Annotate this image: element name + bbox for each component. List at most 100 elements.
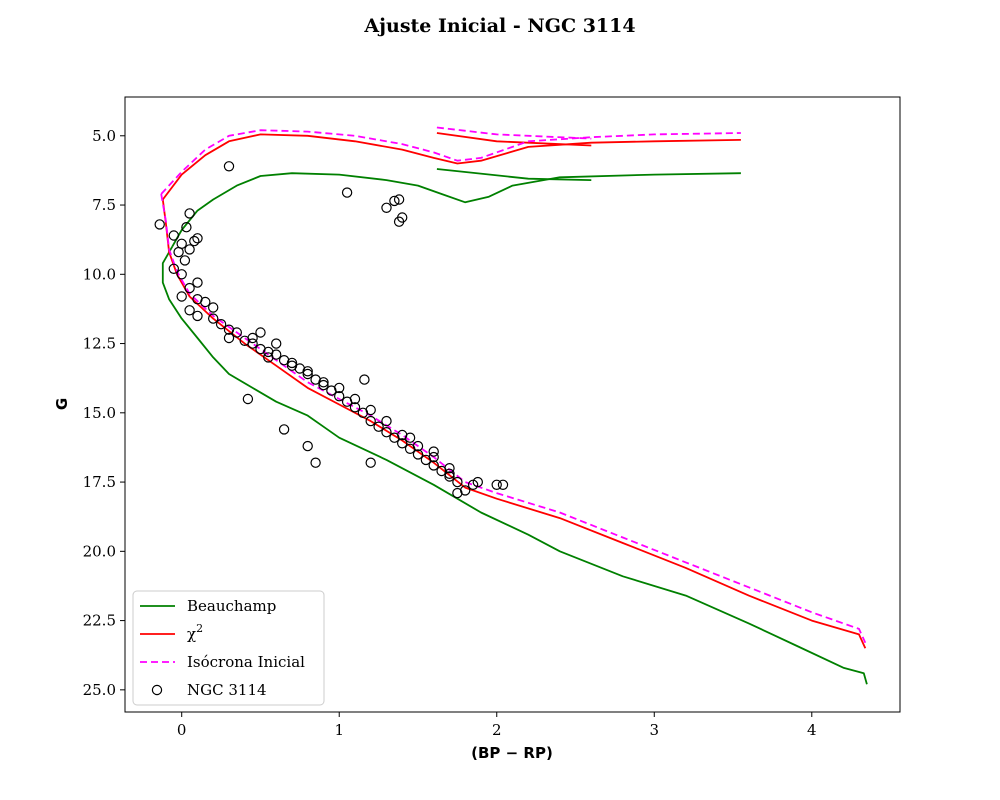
data-point	[318, 379, 329, 391]
data-point	[168, 230, 179, 241]
data-point	[472, 476, 483, 488]
data-point	[444, 468, 455, 479]
y-tick-label: 22.5	[83, 612, 116, 630]
data-point	[184, 282, 195, 294]
data-point	[215, 319, 227, 330]
y-tick-label: 25.0	[83, 681, 116, 699]
data-point	[302, 366, 313, 377]
legend-swatch-ngc-3114	[151, 684, 163, 696]
y-tick-label: 15.0	[83, 404, 116, 422]
data-point	[381, 427, 392, 438]
data-point	[412, 440, 424, 452]
legend: Beauchamp χ2 Isócrona Inicial NGC 3114	[132, 590, 325, 706]
data-point	[200, 296, 211, 308]
series-line-chi2-0	[161, 199, 867, 649]
data-point	[365, 415, 376, 427]
series-line-chi2-2	[436, 132, 592, 147]
data-point	[184, 244, 195, 255]
plot-frame	[124, 96, 901, 713]
data-point	[179, 255, 191, 266]
data-point	[393, 216, 405, 227]
data-point	[365, 404, 376, 416]
data-point	[181, 221, 192, 233]
data-point	[318, 377, 329, 388]
data-point	[302, 368, 313, 380]
y-tick-label: 12.5	[83, 335, 116, 353]
data-point	[223, 332, 235, 344]
data-point	[428, 451, 439, 463]
series-line-beauchamp-1	[171, 172, 741, 248]
data-point	[373, 421, 384, 432]
data-point	[452, 487, 463, 499]
x-tick-label: 0	[177, 721, 187, 739]
data-point	[286, 357, 298, 369]
data-point	[428, 446, 439, 457]
y-tick-label: 10.0	[83, 265, 116, 283]
y-tick-label: 17.5	[83, 473, 116, 491]
data-point	[184, 208, 195, 219]
data-point	[263, 352, 274, 363]
data-point	[168, 263, 179, 274]
series-layer	[154, 126, 868, 685]
data-point	[397, 438, 408, 449]
data-point	[255, 327, 266, 338]
x-tick-label: 2	[492, 721, 502, 739]
data-point	[176, 269, 187, 280]
data-point	[334, 391, 345, 402]
data-point	[192, 233, 203, 244]
data-point	[231, 327, 242, 338]
legend-label-beauchamp: Beauchamp	[187, 597, 276, 615]
data-point	[184, 305, 195, 316]
x-tick-label: 3	[649, 721, 659, 739]
data-point	[310, 457, 321, 468]
data-point	[365, 457, 376, 468]
data-point	[452, 476, 463, 488]
series-line-isocrona-inicial-1	[160, 129, 741, 195]
data-point	[349, 393, 361, 405]
data-point	[173, 246, 184, 258]
data-point	[192, 310, 203, 322]
legend-label-chi2: χ2	[187, 622, 203, 643]
data-point	[176, 291, 187, 302]
x-tick-label: 1	[334, 721, 344, 739]
data-point	[381, 415, 392, 427]
data-point	[428, 460, 439, 471]
data-point	[404, 432, 416, 443]
data-point	[389, 195, 400, 207]
data-point	[334, 382, 345, 394]
data-point	[491, 479, 502, 490]
x-axis-label: (BP − RP)	[471, 744, 553, 762]
data-point	[223, 161, 235, 172]
y-axis-label: G	[53, 398, 71, 410]
data-point	[444, 471, 455, 482]
data-point	[271, 338, 282, 349]
data-point	[247, 338, 258, 349]
data-point	[302, 440, 313, 452]
data-point	[359, 374, 370, 385]
legend-box	[132, 590, 325, 706]
chart-title: Ajuste Inicial - NGC 3114	[363, 15, 635, 37]
data-point	[389, 432, 400, 443]
y-tick-label: 20.0	[83, 542, 116, 560]
data-point	[154, 219, 165, 230]
data-point	[349, 402, 361, 413]
data-point	[189, 235, 200, 247]
series-line-beauchamp-2	[436, 168, 592, 181]
data-point	[247, 332, 258, 344]
data-point	[412, 449, 424, 460]
data-point	[393, 194, 405, 205]
data-point	[207, 302, 219, 313]
data-point	[207, 313, 219, 324]
ticks-layer: 0 1 2 3 4 5.0 7.5 10.0 12.5 15.0 17.5 20.0 22.5 25.0	[83, 127, 817, 739]
legend-label-ngc-3114: NGC 3114	[187, 681, 267, 699]
series-line-isocrona-inicial-2	[436, 126, 592, 140]
data-point	[192, 277, 203, 288]
series-line-beauchamp-0	[161, 246, 868, 685]
data-point	[278, 424, 290, 435]
data-point	[341, 187, 353, 198]
data-point	[497, 479, 509, 490]
y-tick-label: 5.0	[92, 127, 116, 145]
data-point	[326, 385, 337, 396]
y-tick-label: 7.5	[92, 196, 116, 214]
